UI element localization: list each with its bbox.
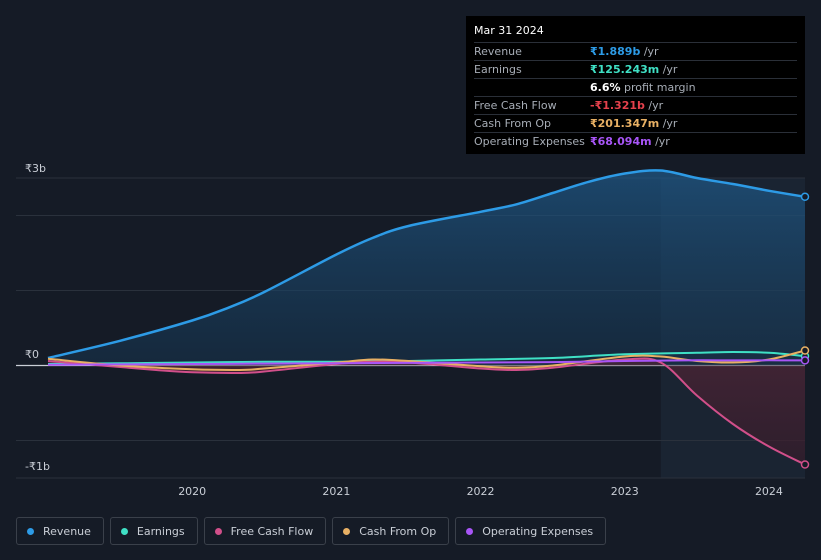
operating-expenses-endpoint — [800, 356, 810, 365]
tooltip-row-label: Operating Expenses — [474, 135, 585, 148]
legend-dot-icon — [120, 527, 128, 535]
legend-item-earnings[interactable]: Earnings — [109, 517, 198, 545]
revenue-endpoint — [800, 192, 810, 201]
x-tick-label: 2020 — [178, 485, 206, 498]
tooltip-date: Mar 31 2024 — [474, 24, 544, 37]
tooltip-row: Operating Expenses ₹68.094m /yr — [474, 132, 797, 150]
y-tick-label: ₹3b — [25, 162, 46, 175]
legend-item-free-cash-flow[interactable]: Free Cash Flow — [203, 517, 327, 545]
tooltip-row-value: ₹201.347m /yr — [590, 117, 677, 130]
tooltip-row: Earnings ₹125.243m /yr — [474, 60, 797, 78]
legend-item-operating-expenses[interactable]: Operating Expenses — [455, 517, 607, 545]
tooltip-row-value: 6.6% profit margin — [590, 81, 696, 94]
tooltip-row-label: Free Cash Flow — [474, 99, 557, 112]
chart-legend: Revenue Earnings Free Cash Flow Cash From O… — [16, 517, 607, 545]
x-tick-label: 2024 — [755, 485, 783, 498]
tooltip-value-unit: /yr — [644, 99, 664, 112]
legend-label: Cash From Op — [359, 524, 437, 538]
tooltip-panel: Mar 31 2024 Revenue ₹1.889b /yr Earnings ₹1… — [466, 16, 805, 154]
tooltip-value-number: ₹1.889b — [590, 45, 641, 58]
tooltip-row-label: Cash From Op — [474, 117, 552, 130]
tooltip-value-number: ₹68.094m — [590, 135, 652, 148]
tooltip-value-unit: /yr — [659, 63, 678, 76]
operating-expenses-line — [47, 359, 806, 366]
y-tick-label: ₹0 — [25, 348, 39, 361]
earnings-line — [47, 351, 806, 365]
x-tick-label: 2022 — [467, 485, 495, 498]
series-fills — [48, 170, 805, 465]
tooltip-value-unit: /yr — [651, 135, 670, 148]
x-axis-labels: 2020 2021 2022 2023 2024 — [178, 485, 783, 498]
free-cash-flow-line — [47, 357, 806, 466]
cash-from-op-endpoint — [800, 346, 810, 355]
legend-dot-icon — [214, 527, 222, 535]
x-tick-label: 2023 — [611, 485, 639, 498]
y-axis-labels: ₹3b ₹0 -₹1b — [25, 162, 50, 473]
revenue-area — [48, 170, 805, 366]
tooltip-row: Free Cash Flow -₹1.321b /yr — [474, 96, 797, 114]
tooltip-row-value: ₹1.889b /yr — [590, 45, 659, 58]
legend-label: Earnings — [136, 524, 185, 538]
tooltip-row-value: -₹1.321b /yr — [590, 99, 663, 112]
free-cash-flow-area — [48, 358, 805, 465]
legend-dot-icon — [27, 527, 34, 535]
legend-label: Operating Expenses — [482, 524, 594, 538]
tooltip-row-value: ₹125.243m /yr — [590, 63, 677, 76]
tooltip-value-number: ₹125.243m — [590, 63, 660, 76]
tooltip-value-number: 6.6% — [590, 81, 621, 94]
tooltip-row-value: ₹68.094m /yr — [590, 135, 670, 148]
tooltip-value-number: ₹201.347m — [590, 117, 660, 130]
legend-dot-icon — [343, 527, 351, 535]
tooltip-value-unit: /yr — [659, 117, 678, 130]
legend-label: Revenue — [43, 524, 91, 538]
free-cash-flow-endpoint — [800, 460, 810, 469]
legend-item-cash-from-op[interactable]: Cash From Op — [332, 517, 450, 545]
legend-item-revenue[interactable]: Revenue — [16, 517, 104, 545]
x-tick-label: 2021 — [322, 485, 350, 498]
tooltip-value-unit: /yr — [640, 45, 659, 58]
tooltip-row: Revenue ₹1.889b /yr — [474, 42, 797, 60]
series-lines — [47, 169, 806, 466]
tooltip-value-unit: profit margin — [620, 81, 696, 94]
legend-label: Free Cash Flow — [230, 524, 314, 538]
cash-from-op-line — [47, 349, 806, 372]
legend-dot-icon — [466, 527, 474, 535]
tooltip-row: Cash From Op ₹201.347m /yr — [474, 114, 797, 132]
revenue-line — [47, 169, 806, 360]
y-tick-label: -₹1b — [25, 460, 50, 473]
tooltip-value-number: -₹1.321b — [590, 99, 645, 112]
tooltip-row: 6.6% profit margin — [474, 78, 797, 96]
tooltip-row-label: Earnings — [474, 63, 522, 76]
series-endpoints — [800, 192, 810, 469]
tooltip-row-label: Revenue — [474, 45, 522, 58]
